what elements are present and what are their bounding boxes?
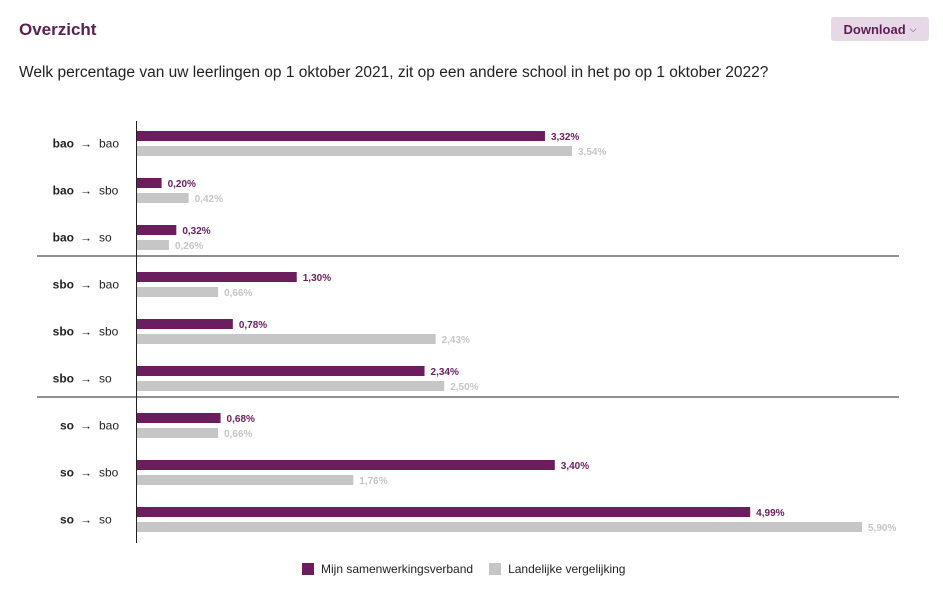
chart-question: Welk percentage van uw leerlingen op 1 o… <box>19 64 769 81</box>
category-label-to: sbo <box>99 466 119 480</box>
legend-label-series2: Landelijke vergelijking <box>508 562 626 576</box>
category-arrow: → <box>80 325 92 339</box>
legend-item-series2: Landelijke vergelijking <box>489 562 625 576</box>
bar-series2 <box>137 240 169 250</box>
bar-series1 <box>137 366 425 376</box>
data-label-series2: 2,50% <box>450 382 478 393</box>
category-label-to: so <box>99 513 112 527</box>
category-label-to: so <box>99 231 112 245</box>
legend-swatch-series1 <box>302 563 314 575</box>
category-label-to: sbo <box>99 325 119 339</box>
category-label-to: bao <box>99 137 119 151</box>
legend-item-series1: Mijn samenwerkingsverband <box>302 562 473 576</box>
bar-series2 <box>137 381 445 391</box>
data-label-series1: 1,30% <box>303 273 331 284</box>
category-label-from: sbo <box>53 325 74 339</box>
data-label-series2: 2,43% <box>442 335 470 346</box>
data-label-series1: 3,32% <box>551 132 579 143</box>
data-label-series1: 4,99% <box>756 508 784 519</box>
chart-legend: Mijn samenwerkingsverband Landelijke ver… <box>302 562 641 576</box>
data-label-series2: 0,66% <box>224 288 252 299</box>
bar-series1 <box>137 413 221 423</box>
category-arrow: → <box>80 513 92 527</box>
bar-series1 <box>137 460 555 470</box>
page-title: Overzicht <box>19 20 97 39</box>
data-label-series2: 0,26% <box>175 241 203 252</box>
download-label: Download <box>843 21 906 37</box>
data-label-series1: 0,32% <box>182 226 210 237</box>
category-label-to: bao <box>99 278 119 292</box>
category-label-from: so <box>60 466 74 480</box>
bar-series1 <box>137 131 545 141</box>
bar-series2 <box>137 193 189 203</box>
data-label-series2: 0,66% <box>224 429 252 440</box>
category-arrow: → <box>80 137 92 151</box>
category-label-to: sbo <box>99 184 119 198</box>
data-label-series2: 0,42% <box>195 194 223 205</box>
category-arrow: → <box>80 372 92 386</box>
category-arrow: → <box>80 419 92 433</box>
bar-series1 <box>137 507 751 517</box>
category-arrow: → <box>80 231 92 245</box>
data-label-series1: 0,20% <box>168 179 196 190</box>
legend-swatch-series2 <box>489 563 502 575</box>
category-arrow: → <box>80 466 92 480</box>
bar-series1 <box>137 319 233 329</box>
category-label-from: so <box>60 419 74 433</box>
data-label-series1: 2,34% <box>431 367 459 378</box>
data-label-series1: 0,68% <box>227 414 255 425</box>
legend-label-series1: Mijn samenwerkingsverband <box>321 562 474 576</box>
category-label-from: bao <box>53 184 74 198</box>
bar-series2 <box>137 522 862 532</box>
category-label-from: so <box>60 513 74 527</box>
bar-series1 <box>137 225 177 235</box>
category-arrow: → <box>80 184 92 198</box>
bar-series1 <box>137 272 297 282</box>
bar-series2 <box>137 287 219 297</box>
category-label-to: bao <box>99 419 119 433</box>
data-label-series1: 0,78% <box>239 320 267 331</box>
data-label-series2: 5,90% <box>868 523 896 534</box>
data-label-series2: 1,76% <box>359 476 387 487</box>
chevron-down-icon: ⌵ <box>909 23 917 34</box>
bar-series2 <box>137 428 219 438</box>
category-label-from: bao <box>53 231 74 245</box>
category-label-to: so <box>99 372 112 386</box>
category-arrow: → <box>80 278 92 292</box>
bar-series2 <box>137 334 436 344</box>
bar-series1 <box>137 178 162 188</box>
data-label-series2: 3,54% <box>578 147 606 158</box>
data-label-series1: 3,40% <box>561 461 589 472</box>
category-label-from: sbo <box>53 278 74 292</box>
bar-series2 <box>137 475 354 485</box>
bar-series2 <box>137 146 572 156</box>
category-label-from: bao <box>53 137 74 151</box>
category-label-from: sbo <box>53 372 74 386</box>
download-button[interactable]: Download ⌵ <box>831 17 929 41</box>
